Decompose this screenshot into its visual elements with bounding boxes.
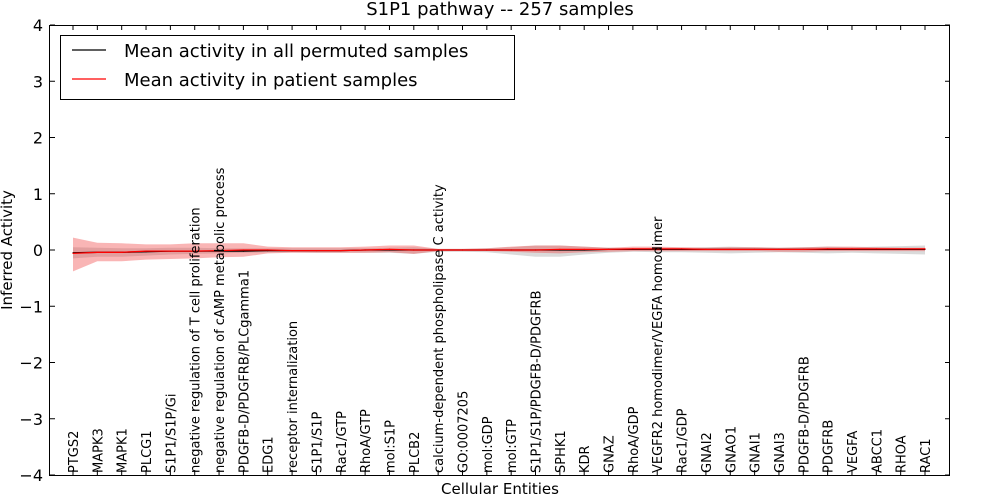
y-tick-label: 2	[33, 129, 43, 148]
x-category-label: Rac1/GDP	[676, 408, 691, 473]
point-patient	[486, 249, 488, 251]
x-category-label: S1P1/S1P/PDGFB-D/PDGFRB	[530, 290, 545, 473]
series-line-patient	[72, 248, 925, 255]
x-category-label: GNAZ	[603, 435, 618, 473]
plot-frame	[49, 25, 950, 476]
point-patient	[413, 249, 415, 251]
x-category-label: S1P1/S1P	[310, 411, 325, 473]
legend-label-patient: Mean activity in patient samples	[124, 70, 418, 91]
y-axis-label: Inferred Activity	[0, 190, 16, 310]
y-tick-label: 1	[33, 185, 43, 204]
point-patient	[437, 249, 439, 251]
x-category-label: EDG1	[262, 436, 277, 473]
legend: Mean activity in all permuted samples Me…	[60, 35, 515, 100]
point-patient	[72, 252, 74, 254]
category-labels: PTGS2 MAPK3 MAPK1 PLCG1 S1P1/S1P/Gi negative …	[67, 167, 934, 473]
point-patient	[656, 248, 658, 250]
point-patient	[510, 249, 512, 251]
point-patient	[169, 250, 171, 252]
x-category-label: RhoA/GTP	[359, 409, 374, 473]
x-category-label: MAPK1	[116, 428, 131, 473]
x-category-label: MAPK3	[91, 428, 106, 473]
y-tick-label: −1	[19, 297, 43, 316]
point-patient	[778, 248, 780, 250]
x-category-label: RHOA	[895, 435, 910, 473]
x-category-label: GNAI3	[773, 432, 788, 473]
x-category-label: Rac1/GTP	[335, 411, 350, 473]
point-patient	[754, 248, 756, 250]
series-lines	[72, 248, 926, 255]
x-category-label: mol:GTP	[505, 419, 520, 473]
point-patient	[242, 249, 244, 251]
x-category-label: mol:S1P	[384, 420, 399, 473]
point-patient	[461, 249, 464, 251]
x-category-label: GO:0007205	[457, 391, 472, 473]
point-patient	[194, 250, 196, 252]
point-patient	[559, 248, 561, 250]
y-tick-label: 4	[33, 16, 43, 35]
y-tick-label: 3	[33, 72, 43, 91]
point-permuted	[242, 250, 244, 252]
y-tick-label: −2	[19, 354, 43, 373]
x-category-label: PDGFB-D/PDGFRB	[797, 356, 812, 473]
point-patient	[583, 248, 585, 250]
y-tick-label: 0	[33, 241, 43, 260]
point-patient	[96, 251, 98, 253]
band-permuted	[73, 245, 925, 259]
point-patient	[827, 248, 829, 250]
x-category-label: PLCB2	[408, 432, 423, 473]
band-patient	[73, 237, 925, 272]
point-patient	[705, 248, 707, 250]
point-patient	[364, 249, 366, 251]
x-category-label: SPHK1	[554, 430, 569, 473]
point-patient	[851, 248, 853, 250]
axis-ticks: 4 3 2 1 0 −1 −2 −3 −4	[19, 16, 950, 485]
point-patient	[875, 248, 877, 250]
point-patient	[291, 250, 293, 252]
point-patient	[534, 249, 537, 251]
x-category-label: S1P1/S1P/Gi	[164, 394, 179, 473]
x-category-label: KDR	[578, 445, 593, 473]
x-category-label: PDGFB-D/PDGFRB/PLCgamma1	[237, 270, 252, 473]
x-category-label: negative regulation of T cell proliferat…	[189, 207, 204, 473]
x-category-label: mol:GDP	[481, 416, 496, 473]
point-patient	[681, 248, 683, 250]
point-patient	[900, 248, 902, 250]
y-tick-label: −4	[19, 466, 43, 485]
point-patient	[340, 250, 342, 252]
x-category-label: receptor internalization	[286, 321, 301, 473]
point-patient	[315, 250, 317, 252]
x-category-label: GNAO1	[724, 426, 739, 473]
x-category-label: negative regulation of cAMP metabolic pr…	[213, 167, 228, 473]
x-category-label: ABCC1	[870, 429, 885, 473]
point-patient	[267, 249, 269, 251]
x-category-label: VEGFA	[846, 431, 861, 473]
x-category-label: GNAI2	[700, 432, 715, 473]
point-patient	[607, 248, 610, 250]
x-category-label: VEGFR2 homodimer/VEGFA homodimer	[651, 216, 666, 473]
point-patient	[802, 248, 804, 250]
point-patient	[121, 251, 123, 253]
x-category-label: GNAI1	[749, 432, 764, 473]
x-category-label: RhoA/GDP	[627, 406, 642, 473]
y-tick-label: −3	[19, 410, 43, 429]
legend-box	[60, 35, 515, 100]
legend-label-permuted: Mean activity in all permuted samples	[124, 41, 468, 62]
point-patient	[632, 248, 634, 250]
chart-title: S1P1 pathway -- 257 samples	[366, 0, 634, 20]
x-category-label: calcium-dependent phospholipase C activi…	[432, 184, 447, 473]
point-patient	[729, 248, 731, 250]
x-category-label: RAC1	[919, 438, 934, 473]
x-axis-label: Cellular Entities	[441, 480, 559, 498]
point-patient	[218, 250, 220, 252]
x-category-label: PDGFRB	[822, 420, 837, 473]
point-patient	[924, 248, 926, 250]
point-patient	[145, 250, 147, 252]
confidence-bands	[73, 237, 925, 272]
x-category-label: PLCG1	[140, 430, 155, 473]
point-patient	[388, 248, 391, 250]
x-category-label: PTGS2	[67, 431, 82, 473]
